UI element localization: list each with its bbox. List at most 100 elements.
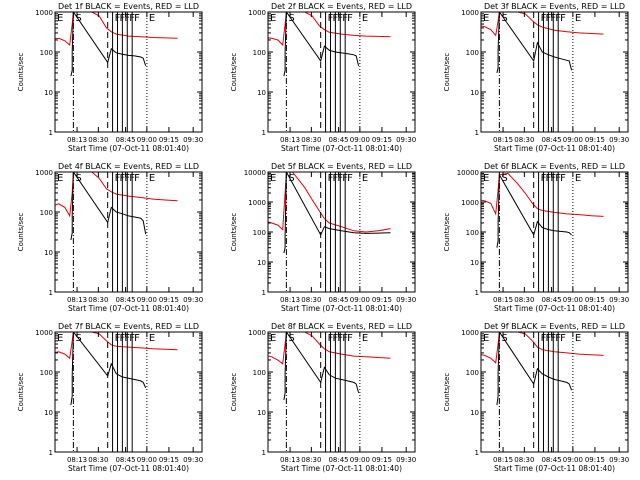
- y-tick-label: 1: [49, 129, 53, 137]
- y-tick-label: 10: [470, 89, 479, 97]
- y-tick-label: 10: [44, 89, 53, 97]
- y-axis-label: Counts/sec: [230, 53, 238, 92]
- x-tick-label: 09:30: [609, 136, 629, 144]
- series-lld-line: [55, 172, 178, 218]
- marker-label: E: [149, 13, 155, 24]
- y-axis-label: Counts/sec: [443, 373, 451, 412]
- y-tick-label: 1: [262, 449, 266, 457]
- x-tick-label: 09:15: [585, 296, 605, 304]
- chart-title: Det 2f BLACK = Events, RED = LLD: [271, 2, 412, 11]
- chart-panel-1: Det 1f BLACK = Events, RED = LLDSFFFFFEE…: [17, 2, 203, 153]
- marker-label: S: [288, 333, 294, 344]
- y-tick-label: 100: [40, 49, 53, 57]
- x-axis-label: Start Time (07-Oct-11 08:01:40): [494, 304, 615, 313]
- y-tick-label: 1000: [248, 199, 266, 207]
- x-axis-label: Start Time (07-Oct-11 08:01:40): [494, 464, 615, 473]
- marker-label: E: [57, 13, 63, 24]
- chart-title: Det 6f BLACK = Events, RED = LLD: [484, 162, 625, 171]
- y-tick-label: 1: [49, 449, 53, 457]
- series-events-line: [496, 332, 573, 406]
- x-tick-label: 08:30: [88, 296, 108, 304]
- y-tick-label: 1: [475, 129, 479, 137]
- marker-label: F: [560, 13, 566, 24]
- y-tick-label: 10000: [244, 169, 266, 177]
- series-group: [481, 172, 604, 248]
- marker-label: E: [362, 333, 368, 344]
- series-events-line: [496, 173, 572, 248]
- marker-label: E: [483, 333, 489, 344]
- x-tick-label: 08:15: [493, 456, 513, 464]
- x-tick-label: 09:15: [372, 456, 392, 464]
- y-tick-label: 1: [262, 129, 266, 137]
- y-axis-label: Counts/sec: [443, 53, 451, 92]
- x-tick-label: 08:30: [301, 136, 321, 144]
- chart-panel-9: Det 9f BLACK = Events, RED = LLDSFFFFFEE…: [443, 322, 629, 473]
- x-axis-label: Start Time (07-Oct-11 08:01:40): [494, 144, 615, 153]
- y-tick-label: 1000: [461, 9, 479, 17]
- marker-label: E: [149, 173, 155, 184]
- x-tick-label: 09:00: [137, 456, 157, 464]
- plot-frame: [480, 11, 629, 133]
- y-tick-label: 10: [44, 249, 53, 257]
- marker-label: S: [501, 13, 507, 24]
- marker-label: E: [483, 173, 489, 184]
- marker-label: S: [288, 173, 294, 184]
- marker-label: E: [57, 173, 63, 184]
- x-axis-label: Start Time (07-Oct-11 08:01:40): [68, 464, 189, 473]
- y-tick-label: 100: [253, 229, 266, 237]
- marker-label: S: [501, 333, 507, 344]
- series-group: [481, 12, 604, 74]
- y-tick-label: 100: [253, 49, 266, 57]
- marker-label: E: [483, 13, 489, 24]
- x-tick-label: 08:45: [328, 296, 348, 304]
- y-tick-label: 100: [466, 229, 479, 237]
- x-axis-label: Start Time (07-Oct-11 08:01:40): [68, 144, 189, 153]
- y-axis-label: Counts/sec: [17, 53, 25, 92]
- marker-label: F: [560, 333, 566, 344]
- series-group: [268, 172, 391, 254]
- chart-title: Det 5f BLACK = Events, RED = LLD: [271, 162, 412, 171]
- plot-frame: [54, 331, 203, 453]
- x-tick-label: 09:15: [585, 136, 605, 144]
- x-tick-label: 09:15: [159, 296, 179, 304]
- y-tick-label: 10000: [457, 169, 479, 177]
- series-lld-line: [481, 172, 604, 217]
- plot-frame: [54, 171, 203, 293]
- x-tick-label: 08:45: [541, 296, 561, 304]
- x-tick-label: 09:30: [609, 296, 629, 304]
- x-tick-label: 09:00: [350, 456, 370, 464]
- x-tick-label: 09:30: [609, 456, 629, 464]
- chart-panel-7: Det 7f BLACK = Events, RED = LLDSFFFFFEE…: [17, 322, 203, 473]
- x-axis-label: Start Time (07-Oct-11 08:01:40): [281, 144, 402, 153]
- x-axis-label: Start Time (07-Oct-11 08:01:40): [281, 464, 402, 473]
- series-events-line: [283, 332, 360, 401]
- x-tick-label: 09:15: [159, 456, 179, 464]
- y-tick-label: 10: [257, 409, 266, 417]
- y-tick-label: 1: [475, 289, 479, 297]
- y-tick-label: 1000: [461, 329, 479, 337]
- chart-panel-8: Det 8f BLACK = Events, RED = LLDSFFFFFEE…: [230, 322, 416, 473]
- marker-label: E: [270, 173, 276, 184]
- x-tick-label: 09:30: [183, 456, 203, 464]
- x-tick-label: 09:15: [372, 136, 392, 144]
- y-tick-label: 100: [253, 369, 266, 377]
- marker-label: E: [362, 173, 368, 184]
- x-tick-label: 08:13: [280, 456, 300, 464]
- x-tick-label: 08:45: [115, 136, 135, 144]
- x-tick-label: 09:00: [350, 136, 370, 144]
- marker-label: E: [270, 333, 276, 344]
- y-tick-label: 1000: [248, 329, 266, 337]
- series-events-line: [283, 172, 391, 254]
- chart-panel-4: Det 4f BLACK = Events, RED = LLDSFFFFFEE…: [17, 162, 203, 313]
- x-tick-label: 09:00: [350, 296, 370, 304]
- x-tick-label: 08:30: [514, 136, 534, 144]
- chart-title: Det 8f BLACK = Events, RED = LLD: [271, 322, 412, 331]
- y-tick-label: 100: [466, 49, 479, 57]
- series-events-line: [283, 12, 360, 77]
- series-lld-line: [268, 12, 391, 47]
- series-lld-line: [268, 172, 391, 233]
- x-tick-label: 09:15: [372, 296, 392, 304]
- x-tick-label: 08:45: [115, 456, 135, 464]
